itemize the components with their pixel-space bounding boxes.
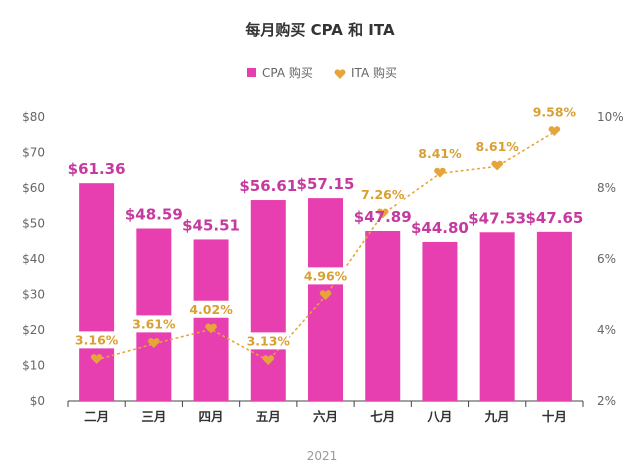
y-left-tick-label: $60	[22, 181, 45, 195]
x-axis-year-label: 2021	[307, 449, 338, 463]
y-right-tick-label: 8%	[597, 181, 616, 195]
cpa-value-label: $56.61	[239, 177, 297, 195]
cpa-value-label: $47.89	[354, 208, 412, 226]
ita-label-box	[418, 144, 461, 162]
cpa-value-label: $57.15	[297, 175, 355, 193]
y-left-tick-label: $30	[22, 288, 45, 302]
category-label: 五月	[256, 409, 281, 424]
ita-value-label: 8.61%	[475, 139, 519, 154]
ita-heart-marker	[148, 338, 160, 348]
category-label: 二月	[84, 409, 109, 424]
cpa-value-label: $44.80	[411, 219, 469, 237]
ita-label-box	[190, 300, 233, 318]
cpa-value-label: $45.51	[182, 216, 240, 234]
category-label: 九月	[484, 409, 510, 424]
ita-value-label: 3.16%	[75, 332, 119, 347]
ita-label-box	[247, 332, 290, 350]
cpa-bar	[79, 183, 115, 401]
chart-title: 每月购买 CPA 和 ITA	[245, 21, 395, 39]
y-left-tick-label: $80	[22, 110, 45, 124]
cpa-bar	[422, 241, 458, 401]
cpa-bar	[536, 231, 572, 401]
ita-label-box	[361, 185, 404, 203]
ita-value-label: 9.58%	[533, 104, 577, 119]
ita-label-box	[132, 315, 175, 333]
category-label: 三月	[141, 409, 166, 424]
ita-value-label: 4.96%	[304, 268, 348, 283]
y-right-tick-label: 4%	[597, 323, 616, 337]
category-label: 十月	[542, 409, 567, 424]
ita-value-label: 3.61%	[132, 316, 176, 331]
cpa-value-label: $47.65	[525, 209, 583, 227]
y-left-tick-label: $20	[22, 323, 45, 337]
cpa-bar	[250, 200, 286, 401]
category-label: 七月	[370, 409, 395, 424]
y-left-tick-label: $40	[22, 252, 45, 266]
ita-heart-marker	[491, 160, 503, 171]
category-label: 四月	[199, 409, 224, 424]
cpa-value-label: $61.36	[68, 160, 126, 178]
ita-heart-marker	[548, 126, 561, 137]
ita-heart-marker	[319, 290, 332, 301]
cpa-bar	[365, 230, 401, 401]
legend-heart-icon	[334, 69, 346, 79]
ita-value-label: 3.13%	[247, 333, 291, 348]
y-left-tick-label: $70	[22, 146, 45, 160]
ita-label-box	[533, 103, 576, 121]
ita-label-box	[304, 267, 347, 285]
ita-heart-marker	[434, 167, 446, 178]
ita-label-box	[476, 137, 519, 155]
ita-heart-marker	[90, 354, 103, 364]
ita-value-label: 8.41%	[418, 146, 462, 161]
legend-label-ita: ITA 购买	[351, 65, 397, 80]
y-left-tick-label: $0	[30, 394, 45, 408]
ita-heart-marker	[376, 208, 389, 219]
y-right-tick-label: 2%	[597, 394, 616, 408]
ita-label-box	[75, 331, 118, 349]
cpa-value-label: $48.59	[125, 206, 183, 224]
cpa-bar	[479, 232, 515, 401]
data-labels: $61.36 $48.59$45.51 $56.61 $57.15 $47.89$44.…	[68, 103, 583, 350]
y-left-tick-label: $10	[22, 359, 45, 373]
ita-heart-marker	[262, 355, 275, 366]
legend-square-icon	[247, 68, 256, 77]
ita-value-label: 7.26%	[361, 187, 405, 202]
y-right-tick-label: 10%	[597, 110, 624, 124]
y-right-tick-label: 6%	[597, 252, 616, 266]
ita-series	[90, 126, 561, 366]
category-label: 八月	[426, 409, 452, 424]
cpa-bar	[193, 239, 229, 401]
cpa-value-label: $47.53	[468, 209, 526, 227]
legend: CPA 购买 ITA 购买	[247, 65, 397, 80]
category-label: 六月	[313, 409, 338, 424]
axes: $0 $10 $20 $30 $40 $50 $60 $70 $80 2% 4% 6% 8% 10% 二月 三…	[22, 110, 624, 424]
y-left-tick-label: $50	[22, 217, 45, 231]
cpa-bar	[136, 228, 172, 401]
ita-value-label: 4.02%	[189, 302, 233, 317]
ita-heart-marker	[205, 323, 217, 334]
bars	[79, 183, 572, 401]
legend-label-cpa: CPA 购买	[262, 65, 313, 80]
